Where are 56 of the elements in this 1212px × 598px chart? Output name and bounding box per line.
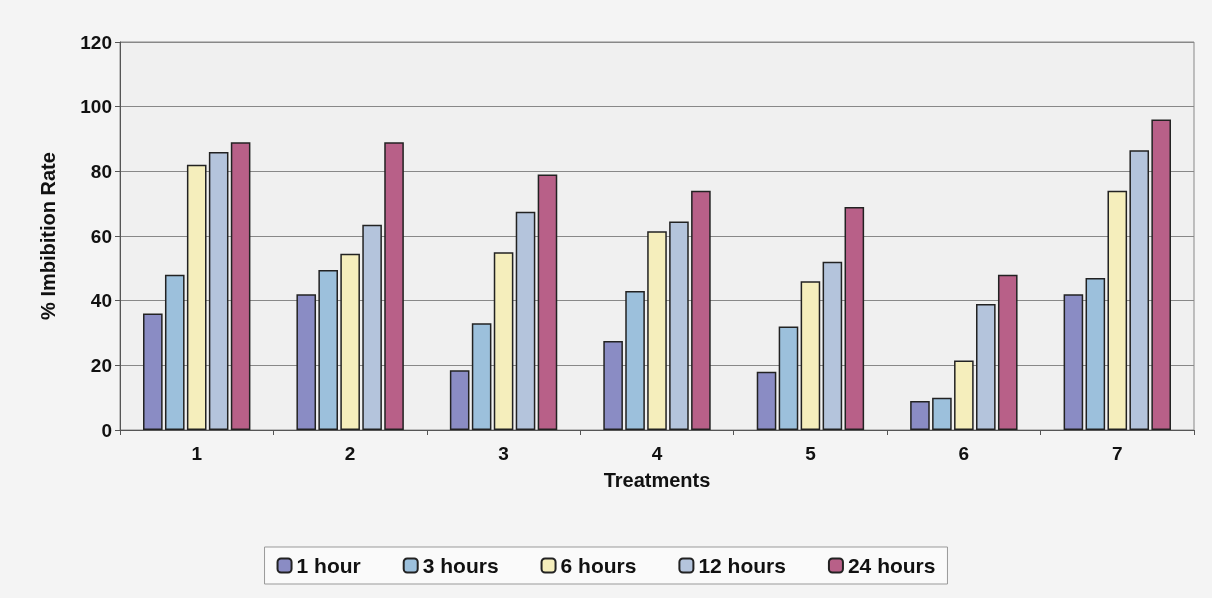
bar — [910, 400, 930, 430]
bar — [1129, 150, 1150, 430]
legend-label: 1 hour — [296, 554, 361, 577]
bar — [230, 142, 251, 430]
x-tick-label: 3 — [498, 443, 509, 464]
bar — [340, 253, 360, 430]
x-tick-label: 6 — [958, 443, 970, 464]
bar — [625, 290, 645, 430]
y-tick-label: 40 — [90, 290, 112, 312]
bar — [143, 313, 163, 430]
bar — [296, 294, 317, 430]
bar — [164, 274, 185, 430]
y-tick-label: 80 — [90, 160, 112, 182]
bar — [515, 211, 536, 430]
bar — [362, 224, 382, 430]
bar — [647, 231, 667, 430]
bar — [186, 164, 207, 430]
bar — [318, 269, 338, 430]
x-tick-label: 7 — [1112, 443, 1123, 464]
bar — [669, 221, 689, 430]
x-tick-label: 2 — [344, 443, 356, 464]
bar — [1063, 294, 1084, 430]
bar — [1085, 278, 1106, 430]
y-tick-label: 120 — [80, 31, 112, 53]
bar — [778, 326, 799, 430]
bar — [384, 142, 404, 430]
legend-label: 24 hours — [847, 554, 936, 577]
x-axis-title: Treatments — [603, 469, 711, 491]
x-tick-label: 5 — [805, 443, 817, 464]
y-tick-label: 60 — [90, 225, 112, 247]
y-tick-label: 20 — [90, 354, 112, 376]
bar — [822, 261, 843, 430]
bar — [691, 190, 711, 430]
legend-label: 3 hours — [422, 554, 499, 577]
bar — [493, 252, 514, 430]
bar — [449, 370, 470, 430]
bar — [537, 174, 558, 430]
legend-label: 12 hours — [698, 554, 786, 577]
bar — [844, 206, 865, 430]
bar — [954, 360, 974, 430]
y-tick-label: 0 — [101, 419, 112, 441]
bar — [997, 274, 1018, 430]
y-tick-label: 100 — [80, 96, 112, 118]
bar — [1151, 119, 1171, 430]
bar — [976, 303, 996, 430]
x-tick-label: 1 — [191, 443, 203, 464]
legend-label: 6 hours — [560, 554, 637, 577]
bar — [603, 341, 623, 430]
bar — [1107, 190, 1128, 430]
bar — [800, 281, 821, 430]
y-axis-title: % Imbibition Rate — [37, 152, 59, 320]
bar — [932, 397, 952, 430]
x-tick-label: 4 — [651, 443, 663, 464]
bar — [471, 323, 492, 430]
bar — [208, 151, 229, 430]
bar — [756, 371, 777, 430]
